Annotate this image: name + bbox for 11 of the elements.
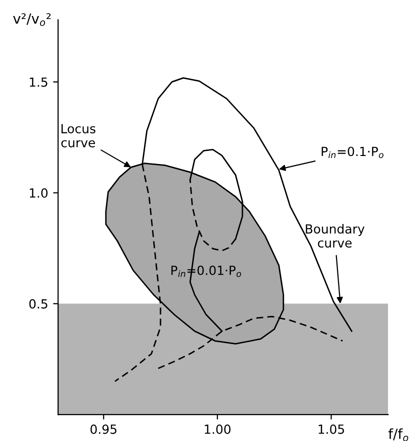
annotation: P$_{in}$=0.1·P$_{o}$ <box>322 146 384 158</box>
x-tick-label: 1.00 <box>204 424 230 434</box>
y-tick-label: 0.5 <box>29 299 48 309</box>
x-tick-label: 1.05 <box>318 424 344 434</box>
x-tick-label: 0.95 <box>90 424 116 434</box>
annotation: Boundary curve <box>306 224 364 248</box>
x-axis-title: f/f$_{o}$ <box>388 428 408 441</box>
y-tick-label: 1.5 <box>30 78 48 87</box>
annotation: Locus curve <box>61 124 96 148</box>
y-tick-label: 1.0 <box>30 188 48 198</box>
y-axis-title: v²/v$_{o}$² <box>13 13 51 26</box>
